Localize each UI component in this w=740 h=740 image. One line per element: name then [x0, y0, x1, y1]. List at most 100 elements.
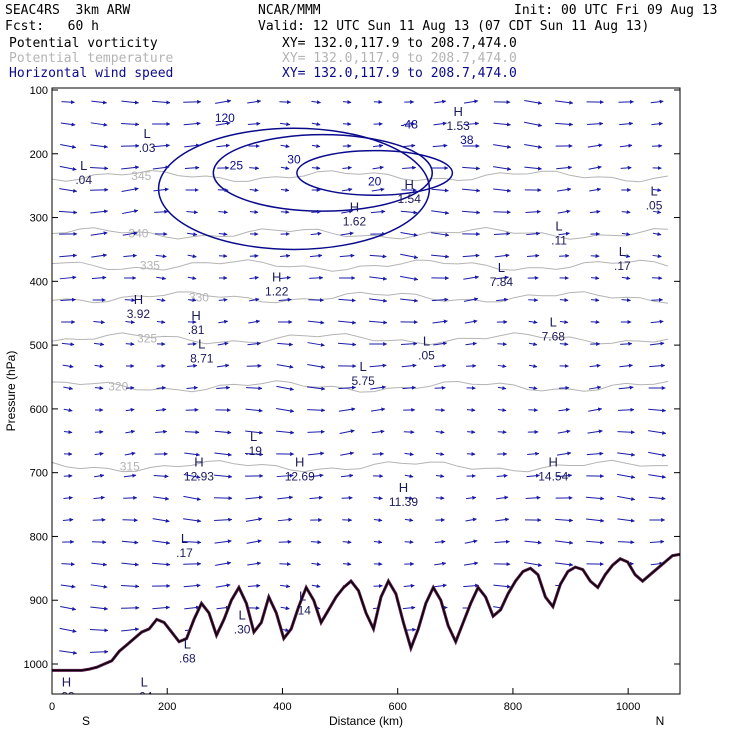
extremum-type: H — [272, 270, 281, 285]
wind-contour-label: 20 — [368, 175, 382, 189]
wind-vector — [617, 518, 635, 523]
wind-vector — [588, 385, 602, 390]
wind-vector — [280, 166, 290, 171]
wind-vector — [121, 562, 139, 567]
wind-vector — [91, 100, 108, 105]
wind-vector — [218, 210, 228, 215]
wind-vector — [152, 605, 171, 610]
init-time: Init: 00 UTC Fri 09 Aug 13 — [514, 3, 718, 18]
wind-vector — [60, 144, 77, 149]
extremum-value: .14 — [294, 604, 311, 618]
wind-vector — [497, 430, 507, 435]
wind-vector — [249, 275, 259, 280]
wind-vector — [463, 99, 479, 104]
extremum-value: .68 — [179, 651, 196, 665]
extremum-type: L — [181, 531, 188, 546]
wind-vector — [245, 430, 264, 435]
wind-vector — [431, 188, 449, 193]
wind-vector — [465, 341, 477, 346]
wind-vector — [618, 385, 634, 390]
wind-vector — [497, 386, 507, 391]
wind-vector — [619, 363, 633, 368]
wind-vector — [617, 452, 636, 457]
wind-vector — [249, 210, 259, 215]
wind-vector — [648, 474, 667, 479]
wind-vector — [215, 583, 231, 588]
wind-vector — [621, 210, 631, 215]
extremum-type: L — [650, 184, 657, 199]
wind-vector — [559, 320, 569, 325]
extremum-value: .99 — [58, 690, 75, 704]
wind-vector — [218, 297, 228, 302]
wind-vector — [91, 253, 108, 258]
wind-vector — [311, 166, 321, 171]
extremum-type: H — [350, 200, 359, 215]
wind-vector — [590, 298, 600, 303]
wind-vector — [183, 473, 201, 479]
wind-vector — [90, 606, 109, 611]
wind-vector — [526, 253, 540, 258]
wind-vector — [93, 320, 106, 325]
wind-vector — [94, 342, 105, 347]
wind-vector — [215, 561, 232, 566]
wind-vector — [555, 562, 574, 567]
wind-vector — [649, 341, 665, 346]
wind-vector — [121, 100, 139, 105]
wind-vector — [308, 451, 325, 456]
wind-vector — [156, 385, 166, 390]
wind-vector — [277, 495, 294, 500]
model-title: SEAC4RS 3km ARW — [5, 3, 131, 18]
wind-vector — [339, 253, 355, 258]
wind-vector — [555, 100, 574, 105]
wind-vector — [307, 363, 326, 369]
wind-vector — [123, 473, 137, 478]
wind-vector — [617, 495, 636, 501]
wind-vector — [310, 231, 322, 236]
y-tick-label: 600 — [30, 404, 48, 416]
extremum-type: L — [143, 126, 150, 141]
wind-vector — [245, 408, 263, 413]
wind-vector — [621, 232, 631, 237]
theta-contour — [52, 380, 669, 393]
theta-contour — [52, 169, 669, 183]
wind-vector — [307, 342, 325, 347]
extremum-value: 11.39 — [389, 495, 418, 509]
wind-vector — [495, 517, 510, 522]
wind-vector — [94, 451, 104, 456]
wind-vector — [276, 473, 294, 478]
wind-vector — [311, 584, 321, 589]
x-tick-label: 200 — [158, 701, 176, 713]
wind-vector — [244, 452, 264, 457]
wind-vector — [152, 540, 171, 545]
y-tick-label: 100 — [30, 85, 48, 97]
extremum-value: 1.53 — [447, 119, 471, 133]
wind-vector — [155, 429, 168, 434]
wind-vector — [156, 320, 166, 325]
wind-vector — [94, 429, 104, 434]
y-tick-label: 200 — [30, 149, 48, 161]
wind-vector — [370, 385, 387, 390]
wind-vector — [280, 253, 291, 258]
extremum-value: 3.92 — [127, 307, 151, 321]
wind-vector — [338, 298, 356, 303]
wind-vector — [94, 364, 104, 369]
wind-vector — [402, 165, 417, 170]
wind-speed-contour — [296, 149, 454, 196]
extremum-type: L — [198, 337, 205, 352]
wind-vector — [249, 166, 260, 171]
wind-vector — [528, 364, 538, 369]
wind-vector — [218, 319, 229, 324]
wind-vector — [184, 143, 201, 148]
wind-vector — [559, 342, 569, 347]
field-xy-pv: XY= 132.0,117.9 to 208.7,474.0 — [282, 36, 517, 51]
wind-vector — [462, 188, 481, 193]
wind-vector — [340, 451, 355, 456]
wind-vector — [432, 319, 448, 324]
wind-vector — [125, 320, 135, 325]
wind-vector — [524, 143, 543, 149]
wind-vector — [184, 165, 200, 170]
wind-vector — [557, 429, 571, 434]
wind-vector — [526, 231, 541, 236]
wind-vector — [433, 341, 448, 346]
wind-vector — [651, 121, 663, 126]
